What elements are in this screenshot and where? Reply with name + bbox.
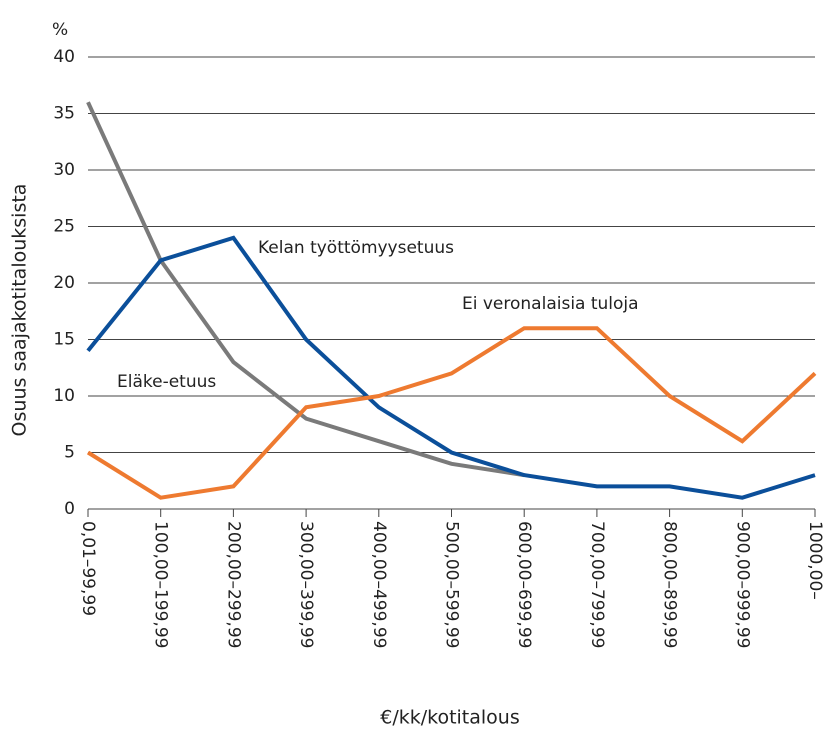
x-tick-label: 700,00–799,99 — [587, 521, 607, 648]
series-label: Kelan työttömyysetuus — [258, 238, 454, 258]
series-line — [86, 326, 817, 500]
x-tick-label: 0,01–99,99 — [78, 521, 98, 616]
x-tick-label: 500,00–599,99 — [442, 521, 462, 648]
x-tick-label: 800,00–899,99 — [660, 521, 680, 648]
x-tick-label: 600,00–699,99 — [514, 521, 534, 648]
y-tick-label: 40 — [53, 47, 75, 67]
series-label: Eläke-etuus — [117, 372, 216, 392]
y-tick-label: 25 — [53, 217, 75, 237]
y-tick-label: 35 — [53, 104, 75, 124]
x-tick-label: 200,00–299,99 — [223, 521, 243, 648]
x-tick-label: 100,00–199,99 — [151, 521, 171, 648]
y-tick-label: 10 — [53, 386, 75, 406]
y-unit: % — [52, 20, 68, 40]
x-tick-label: 900,00–999,99 — [732, 521, 752, 648]
y-tick-label: 20 — [53, 273, 75, 293]
x-tick-label: 1000,00– — [805, 521, 825, 600]
series-line — [86, 235, 816, 500]
y-tick-label: 15 — [53, 330, 75, 350]
y-axis-label: Osuus saajakotitalouksista — [9, 184, 31, 437]
x-tick-label: 400,00–499,99 — [369, 521, 389, 648]
y-tick-label: 0 — [64, 499, 75, 519]
y-tick-label: 5 — [64, 443, 75, 463]
x-axis-label: €/kk/kotitalous — [380, 707, 520, 729]
y-tick-label: 30 — [53, 160, 75, 180]
series-line — [86, 101, 525, 478]
series-label: Ei veronalaisia tuloja — [462, 294, 639, 314]
x-tick-label: 300,00–399,99 — [296, 521, 316, 648]
